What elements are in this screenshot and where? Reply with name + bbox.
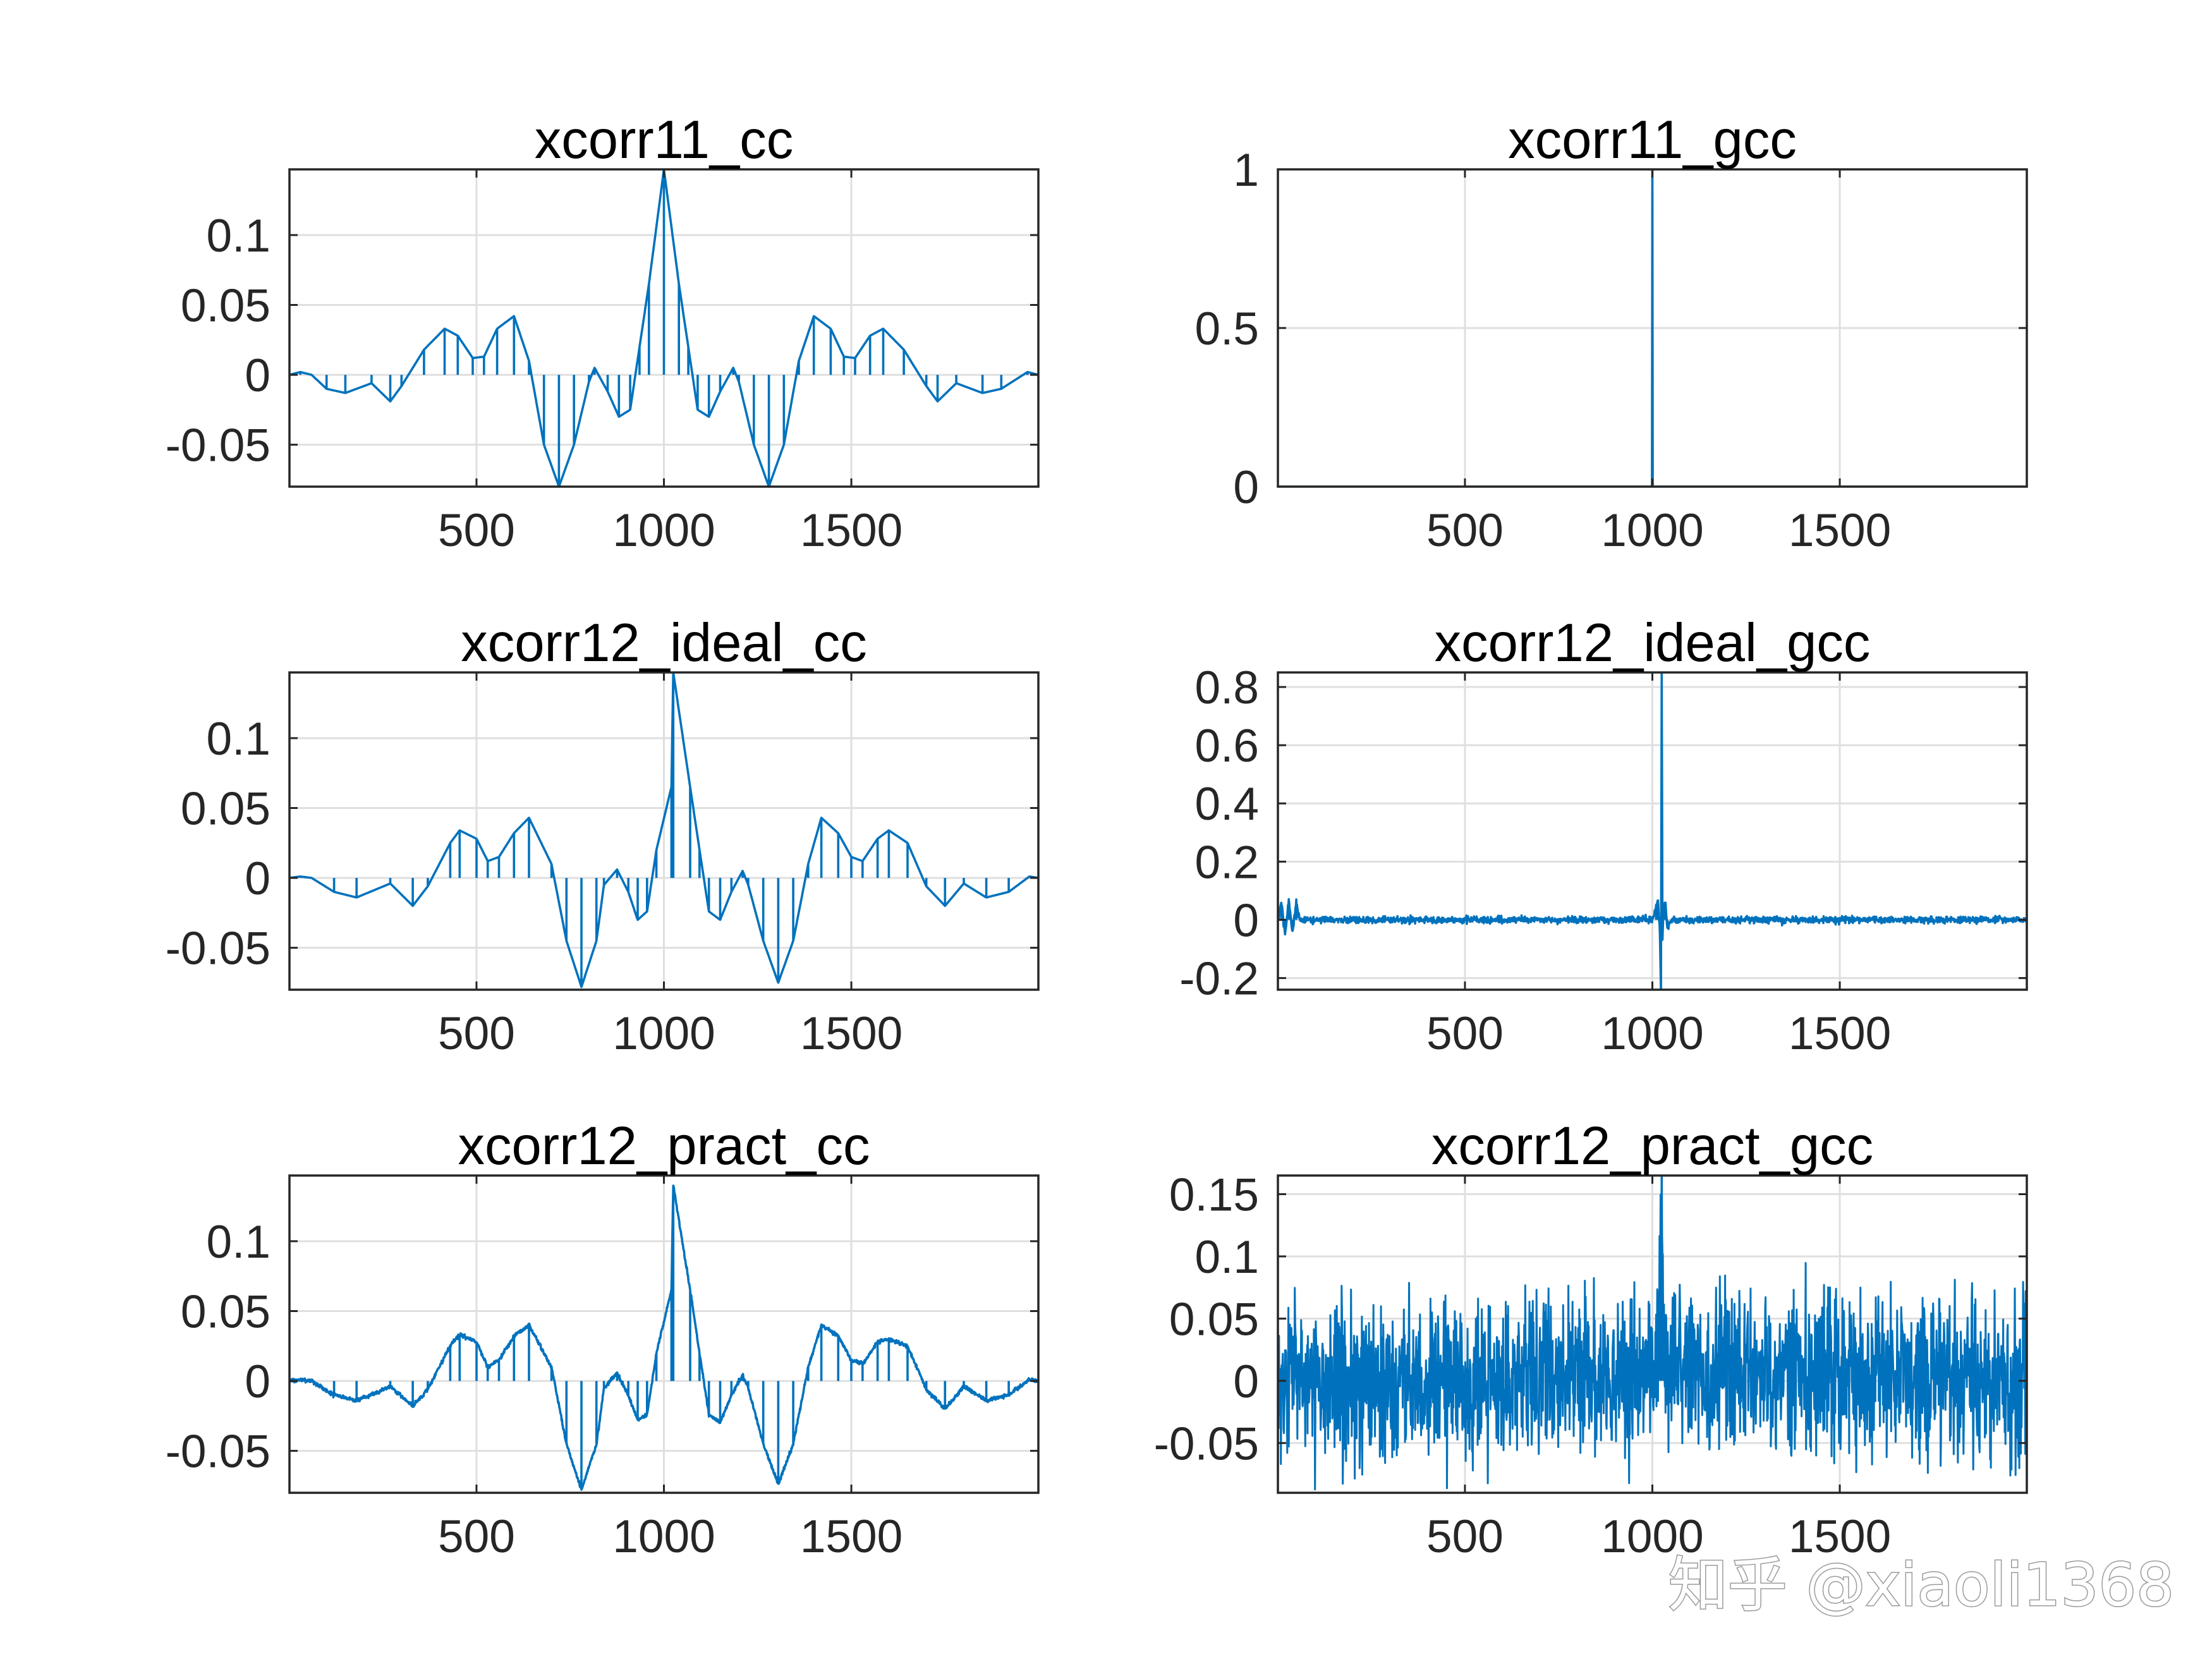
y-tick-label: 0.15 [1169, 1170, 1259, 1221]
subplot-title: xcorr12_pract_cc [458, 1116, 870, 1176]
x-tick-label: 500 [1426, 505, 1504, 556]
x-tick-labels: 500 1000 1500 [1426, 1008, 1891, 1059]
y-tick-labels: -0.05 0 0.05 0.1 [166, 714, 270, 975]
x-tick-label: 1500 [800, 505, 902, 556]
x-tick-labels: 500 1000 1500 [438, 1511, 902, 1562]
x-tick-label: 500 [1426, 1008, 1504, 1059]
watermark: 知乎 @xiaoli1368 [1668, 1551, 2174, 1620]
x-tick-label: 500 [438, 1008, 515, 1059]
y-tick-labels: -0.05 0 0.05 0.1 0.15 [1154, 1170, 1259, 1470]
x-tick-labels: 500 1000 1500 [438, 505, 902, 556]
y-tick-label: 0.2 [1195, 837, 1259, 888]
plot-area [1277, 1174, 2028, 1494]
y-tick-label: 0.05 [181, 1287, 270, 1338]
x-tick-label: 1000 [1601, 1008, 1703, 1059]
x-tick-label: 1500 [1789, 1008, 1891, 1059]
y-tick-label: 0.1 [207, 210, 270, 262]
y-tick-label: 0.1 [1195, 1232, 1259, 1283]
series-line [1278, 672, 2027, 990]
subplot-xcorr12-ideal-gcc: xcorr12_ideal_gcc 500 1000 1500 -0.2 0 0… [1179, 613, 2028, 1059]
plot-area [288, 1174, 1040, 1494]
y-tick-labels: -0.05 0 0.05 0.1 [166, 1217, 270, 1478]
x-tick-label: 1000 [612, 505, 715, 556]
subplot-xcorr12-pract-gcc: xcorr12_pract_gcc 500 1000 1500 -0.05 0 … [1154, 1116, 2028, 1562]
x-tick-labels: 500 1000 1500 [1426, 505, 1891, 556]
plot-area [288, 671, 1040, 991]
y-tick-labels: -0.2 0 0.2 0.4 0.6 0.8 [1179, 662, 1259, 1005]
x-tick-labels: 500 1000 1500 [438, 1008, 902, 1059]
x-tick-label: 500 [438, 505, 515, 556]
y-tick-label: 0.05 [1169, 1294, 1259, 1345]
y-tick-label: -0.05 [1154, 1418, 1259, 1469]
y-tick-label: 0 [1233, 462, 1259, 513]
x-tick-label: 1500 [800, 1008, 902, 1059]
y-tick-label: 0.1 [207, 1217, 270, 1268]
y-tick-label: 0 [1233, 895, 1259, 946]
y-tick-label: 0.5 [1195, 303, 1259, 355]
subplot-xcorr11-gcc: xcorr11_gcc 500 1000 1500 0 0.5 1 [1195, 110, 2028, 556]
y-tick-label: -0.05 [166, 923, 270, 975]
subplot-title: xcorr11_cc [535, 110, 793, 170]
plot-area [288, 168, 1040, 488]
x-tick-label: 1000 [1601, 1511, 1703, 1562]
y-tick-label: 0.05 [181, 281, 270, 332]
x-tick-labels: 500 1000 1500 [1426, 1511, 1891, 1562]
subplot-title: xcorr12_ideal_cc [461, 613, 867, 673]
y-tick-label: -0.05 [166, 420, 270, 471]
x-tick-label: 1500 [1789, 505, 1891, 556]
y-tick-label: 0 [245, 1356, 270, 1407]
x-tick-label: 500 [1426, 1511, 1504, 1562]
y-tick-label: 0 [1233, 1356, 1259, 1407]
y-tick-label: -0.2 [1179, 954, 1259, 1005]
series-line [289, 1184, 1038, 1491]
x-tick-label: 1000 [612, 1511, 715, 1562]
plot-area [1277, 168, 2028, 488]
subplot-xcorr12-pract-cc: xcorr12_pract_cc 500 1000 1500 -0.05 0 0… [166, 1116, 1040, 1562]
series-line [289, 672, 1038, 988]
y-tick-label: 1 [1233, 145, 1259, 196]
y-tick-label: 0.4 [1195, 779, 1259, 830]
y-tick-label: 0.1 [207, 714, 270, 765]
subplot-xcorr12-ideal-cc: xcorr12_ideal_cc 500 1000 1500 -0.05 0 0… [166, 613, 1040, 1059]
subplot-title: xcorr12_pract_gcc [1431, 1116, 1873, 1176]
y-tick-label: -0.05 [166, 1426, 270, 1478]
y-tick-label: 0.05 [181, 784, 270, 835]
x-tick-label: 1500 [1789, 1511, 1891, 1562]
subplot-title: xcorr12_ideal_gcc [1435, 613, 1871, 673]
x-tick-label: 1000 [1601, 505, 1703, 556]
y-tick-labels: -0.05 0 0.05 0.1 [166, 210, 270, 471]
y-tick-label: 0.8 [1195, 662, 1259, 714]
x-tick-label: 500 [438, 1511, 515, 1562]
y-tick-label: 0 [245, 853, 270, 904]
subplot-title: xcorr11_gcc [1508, 110, 1797, 170]
series-line [1278, 169, 2027, 487]
y-tick-label: 0.6 [1195, 720, 1259, 772]
x-tick-label: 1500 [800, 1511, 902, 1562]
x-tick-label: 1000 [612, 1008, 715, 1059]
series-line [289, 169, 1038, 487]
subplot-xcorr11-cc: xcorr11_cc 500 1000 1500 -0.05 0 0.05 0.… [166, 110, 1040, 556]
y-tick-label: 0 [245, 350, 270, 401]
plot-area [1277, 671, 2028, 991]
y-tick-labels: 0 0.5 1 [1195, 145, 1259, 513]
series-line [1278, 1176, 2027, 1491]
